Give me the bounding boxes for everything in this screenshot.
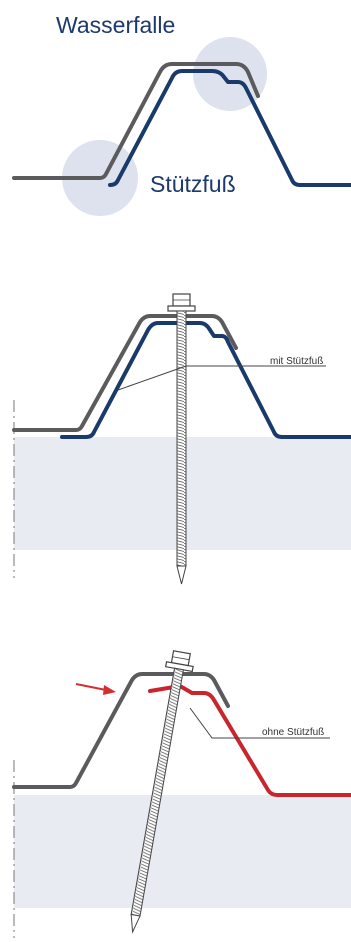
highlight-circle-top [193,37,267,111]
arrow-icon [75,683,116,695]
red-profile-line [148,684,351,797]
screw-icon [130,650,194,934]
navy-profile-line [60,321,351,439]
navy-profile-line [108,69,351,187]
leader-line [189,707,330,739]
leader-line [117,365,187,391]
section-with-support-foot: mit Stützfuß [12,293,351,585]
label-stuetzfuss: Stützfuß [150,171,236,197]
gray-profile-line [12,314,238,432]
insulation-block [14,795,351,908]
gray-profile-line [12,672,230,789]
screw-icon [167,293,196,585]
label-mit-stuetzfuss: mit Stützfuß [270,356,323,367]
label-wasserfalle: Wasserfalle [56,12,175,38]
section-detail-legend: Wasserfalle Stützfuß [12,12,351,216]
label-ohne-stuetzfuss: ohne Stützfuß [262,727,324,738]
gray-profile-line [12,62,260,180]
section-without-support-foot: ohne Stützfuß [12,650,351,938]
